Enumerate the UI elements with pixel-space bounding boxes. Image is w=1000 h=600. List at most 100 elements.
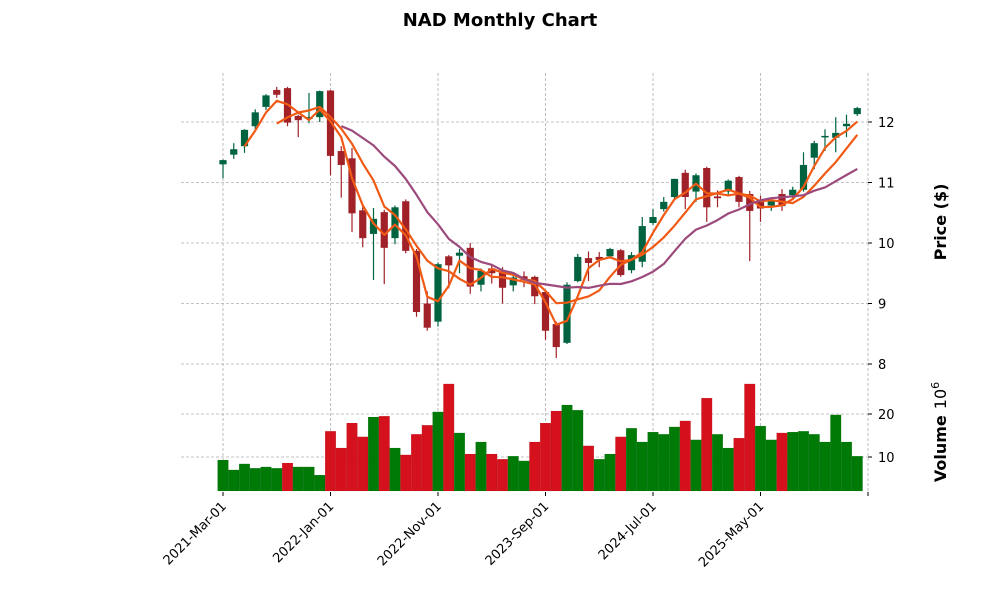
candle-body [251, 112, 259, 127]
volume-bar [658, 433, 670, 492]
candle-body [434, 264, 442, 322]
candle [541, 290, 550, 340]
candle-body [574, 256, 582, 282]
volume-bar [464, 453, 476, 492]
candle-body [842, 123, 851, 127]
volume-bar [367, 416, 380, 492]
candle [359, 206, 367, 248]
candle-body [821, 135, 829, 138]
candle-body [445, 256, 453, 266]
volume-bar [303, 466, 315, 492]
x-tick-label: 2023-Sep-01 [483, 499, 553, 569]
volume-bar [443, 383, 455, 492]
volume-bar [593, 458, 605, 492]
candle-body [262, 95, 270, 107]
volume-bar [744, 383, 756, 492]
volume-bar [625, 427, 638, 492]
volume-bar [389, 447, 401, 492]
candle [552, 321, 560, 358]
volume-bar [271, 467, 283, 492]
candle [326, 89, 335, 176]
candle-body [316, 91, 324, 118]
candle [660, 197, 668, 212]
volume-bar [690, 439, 702, 492]
candle [348, 148, 356, 233]
price-tick-label: 10 [878, 237, 895, 252]
candle-body [767, 201, 775, 206]
candle-body [305, 117, 313, 119]
candle [305, 92, 313, 124]
candle-body [660, 201, 668, 210]
candle [380, 209, 388, 285]
candle-body [552, 324, 560, 348]
candle [670, 178, 679, 200]
price-axis-label: Price ($) [931, 184, 950, 261]
candle [294, 114, 302, 138]
candle [337, 146, 345, 198]
candle-body [219, 160, 227, 165]
volume-bar [249, 467, 261, 492]
volume-bar [797, 430, 810, 492]
candle [219, 159, 227, 179]
volume-bar [378, 415, 390, 492]
candle-body [230, 149, 238, 155]
volume-bar [238, 463, 251, 492]
volume-bar [228, 469, 240, 492]
candle-body [359, 210, 367, 239]
candle-body [638, 226, 646, 262]
volume-bar [518, 460, 530, 492]
candle-body [380, 212, 388, 248]
candle-body [369, 218, 378, 234]
price-tick-label: 8 [878, 358, 886, 373]
candle [767, 199, 775, 211]
candle-body [756, 201, 765, 209]
volume-bar [787, 431, 799, 492]
volume-bar [346, 422, 358, 492]
candle-body [273, 89, 281, 95]
price-tick-label: 12 [878, 116, 895, 131]
volume-bar [421, 424, 433, 492]
candle-body [348, 158, 356, 214]
candle [724, 179, 732, 195]
volume-bar [335, 447, 347, 492]
x-tick-label: 2024-Jul-01 [596, 499, 660, 563]
volume-bar [486, 453, 498, 492]
candle [832, 117, 840, 153]
candle-body [832, 132, 840, 138]
candle-body [703, 167, 711, 208]
volume-bar [324, 430, 337, 492]
volume-bar [851, 455, 863, 492]
candle-body [799, 164, 808, 190]
volume-bar [733, 437, 745, 492]
candle-body [778, 193, 786, 207]
price-tick-label: 9 [878, 298, 886, 313]
candle [638, 216, 646, 268]
candle-body [509, 277, 517, 286]
volume-bar [701, 397, 713, 492]
moving-average-lines [243, 99, 859, 326]
candle-body [681, 172, 689, 198]
candle [273, 86, 281, 98]
candle [584, 251, 593, 282]
volume-bar [314, 474, 326, 492]
volume-bar [260, 466, 272, 492]
candle-body [853, 108, 861, 115]
moving-average-3 [243, 99, 859, 326]
volume-bar [475, 441, 487, 492]
axes: 8 9 10 11 12 10 20 2021-Mar-01 2022-Jan-01 2022-N… [161, 116, 895, 570]
candle [488, 264, 496, 284]
volume-bar [830, 414, 842, 492]
volume-bar [776, 432, 788, 492]
candle-body [488, 268, 496, 274]
candle [251, 109, 259, 130]
candle-body [595, 256, 603, 260]
candle [746, 190, 754, 262]
candle-body [627, 255, 636, 271]
volume-bar [668, 426, 681, 492]
candle-body [713, 196, 722, 199]
volume-bar [647, 431, 659, 492]
candle [509, 273, 517, 292]
volume-bar [357, 436, 369, 492]
candle-body [531, 276, 539, 297]
candle-body [455, 252, 464, 256]
